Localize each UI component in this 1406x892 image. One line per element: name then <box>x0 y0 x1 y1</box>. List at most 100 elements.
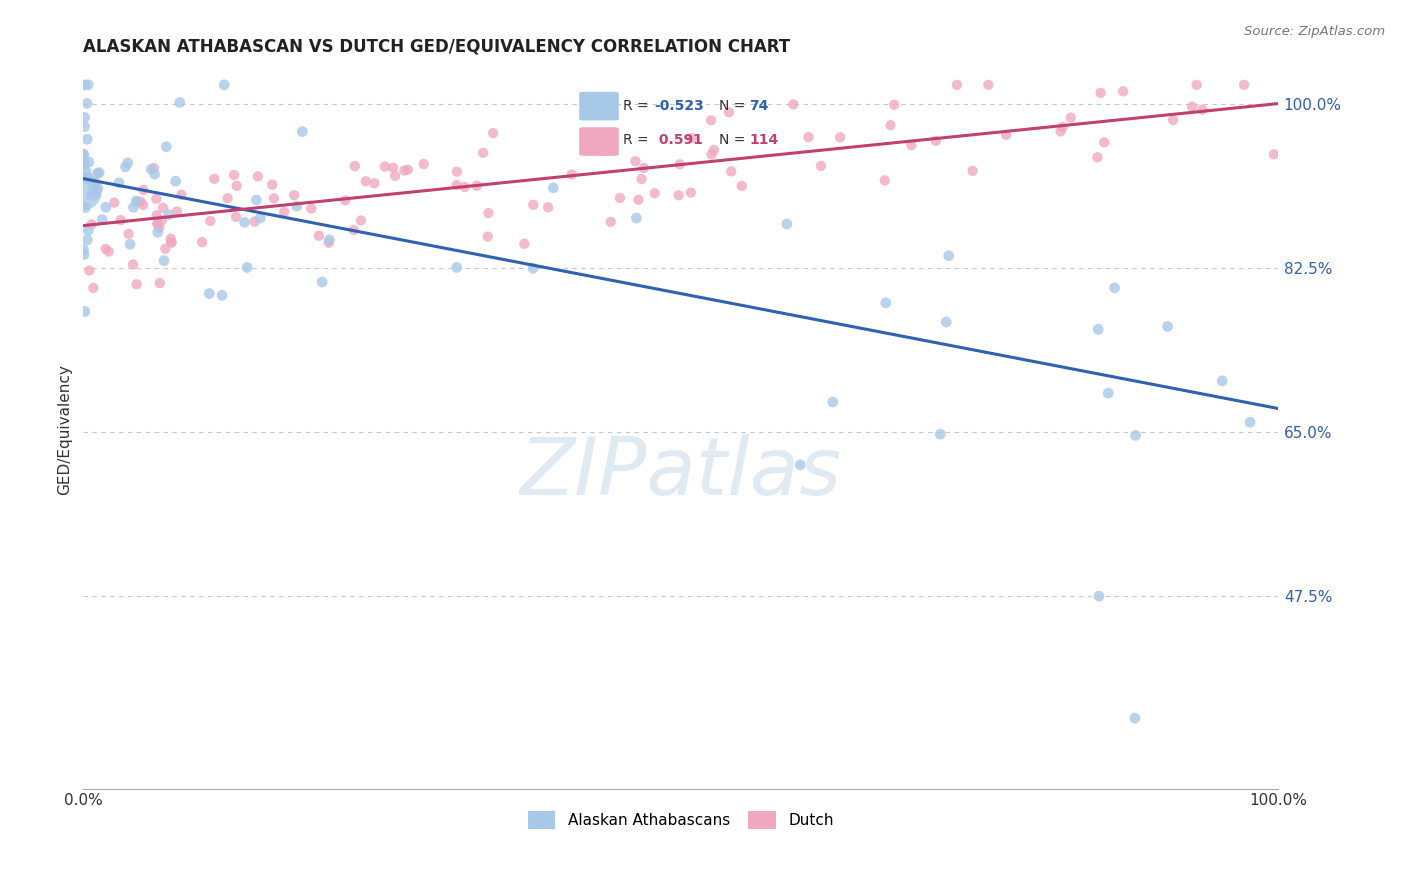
Point <box>624 154 647 169</box>
Point <box>350 213 373 227</box>
Point <box>1191 103 1213 117</box>
Point <box>129 194 152 209</box>
Point <box>83 178 105 193</box>
Point <box>1097 386 1119 401</box>
Point <box>149 276 172 290</box>
Point <box>132 198 155 212</box>
Point <box>285 199 308 213</box>
Point <box>73 120 96 134</box>
Point <box>166 204 188 219</box>
Point <box>679 186 702 200</box>
Point <box>1181 100 1204 114</box>
Point <box>73 304 96 318</box>
Point <box>103 195 125 210</box>
Point <box>446 164 468 178</box>
Point <box>1092 136 1115 150</box>
Point <box>72 148 94 162</box>
Point <box>446 178 468 193</box>
Point <box>630 172 652 186</box>
Point <box>198 286 221 301</box>
Point <box>929 427 952 442</box>
Point <box>84 186 107 201</box>
Point <box>236 260 259 275</box>
Point <box>73 78 96 92</box>
Point <box>165 174 187 188</box>
Point <box>1049 124 1071 138</box>
Point <box>681 131 703 145</box>
Point <box>454 180 477 194</box>
Point <box>273 205 295 219</box>
Point <box>200 214 222 228</box>
Point <box>1104 281 1126 295</box>
Point <box>935 315 957 329</box>
Point <box>700 147 723 161</box>
Point <box>217 191 239 205</box>
Point <box>84 175 107 189</box>
Point <box>977 78 1000 92</box>
Point <box>1125 428 1147 442</box>
Point <box>211 288 233 302</box>
Point <box>875 296 897 310</box>
Point <box>394 163 416 178</box>
Point <box>117 156 139 170</box>
Point <box>143 167 166 181</box>
Point <box>146 217 169 231</box>
Point <box>1233 78 1256 92</box>
Point <box>633 161 655 175</box>
Point <box>202 171 225 186</box>
Legend: Alaskan Athabascans, Dutch: Alaskan Athabascans, Dutch <box>522 805 839 835</box>
Point <box>145 192 167 206</box>
Point <box>477 206 499 220</box>
Point <box>225 210 247 224</box>
Point <box>717 105 740 120</box>
Point <box>318 235 340 250</box>
Point <box>1263 147 1285 161</box>
Point <box>148 220 170 235</box>
Point <box>77 78 100 92</box>
Point <box>477 229 499 244</box>
Point <box>412 157 434 171</box>
Point <box>537 200 560 214</box>
Point <box>343 223 366 237</box>
Point <box>627 193 650 207</box>
Point <box>396 162 419 177</box>
Point <box>382 161 405 175</box>
Point <box>73 155 96 169</box>
Point <box>938 249 960 263</box>
Point <box>513 236 536 251</box>
Point <box>354 174 377 188</box>
Point <box>596 143 619 157</box>
Point <box>155 242 177 256</box>
Point <box>76 233 98 247</box>
Point <box>120 237 142 252</box>
Point <box>995 128 1018 142</box>
Point <box>73 158 96 172</box>
Point <box>720 164 742 178</box>
Point <box>76 172 98 186</box>
Point <box>626 211 648 225</box>
Point <box>141 162 163 177</box>
Point <box>87 181 110 195</box>
Point <box>79 263 101 277</box>
Point <box>76 132 98 146</box>
Point <box>962 163 984 178</box>
Point <box>668 188 690 202</box>
Point <box>80 218 103 232</box>
Point <box>86 166 108 180</box>
Point <box>946 78 969 92</box>
Point <box>82 281 104 295</box>
Point <box>89 165 111 179</box>
Point <box>703 143 725 157</box>
Point <box>150 213 173 227</box>
Point <box>159 232 181 246</box>
Point <box>561 168 583 182</box>
Point <box>1123 711 1146 725</box>
Text: ZIPatlas: ZIPatlas <box>520 434 842 512</box>
Point <box>879 118 901 132</box>
Point <box>299 202 322 216</box>
Point <box>122 200 145 214</box>
Point <box>465 178 488 193</box>
Point <box>146 216 169 230</box>
Point <box>343 159 366 173</box>
Point <box>374 160 396 174</box>
